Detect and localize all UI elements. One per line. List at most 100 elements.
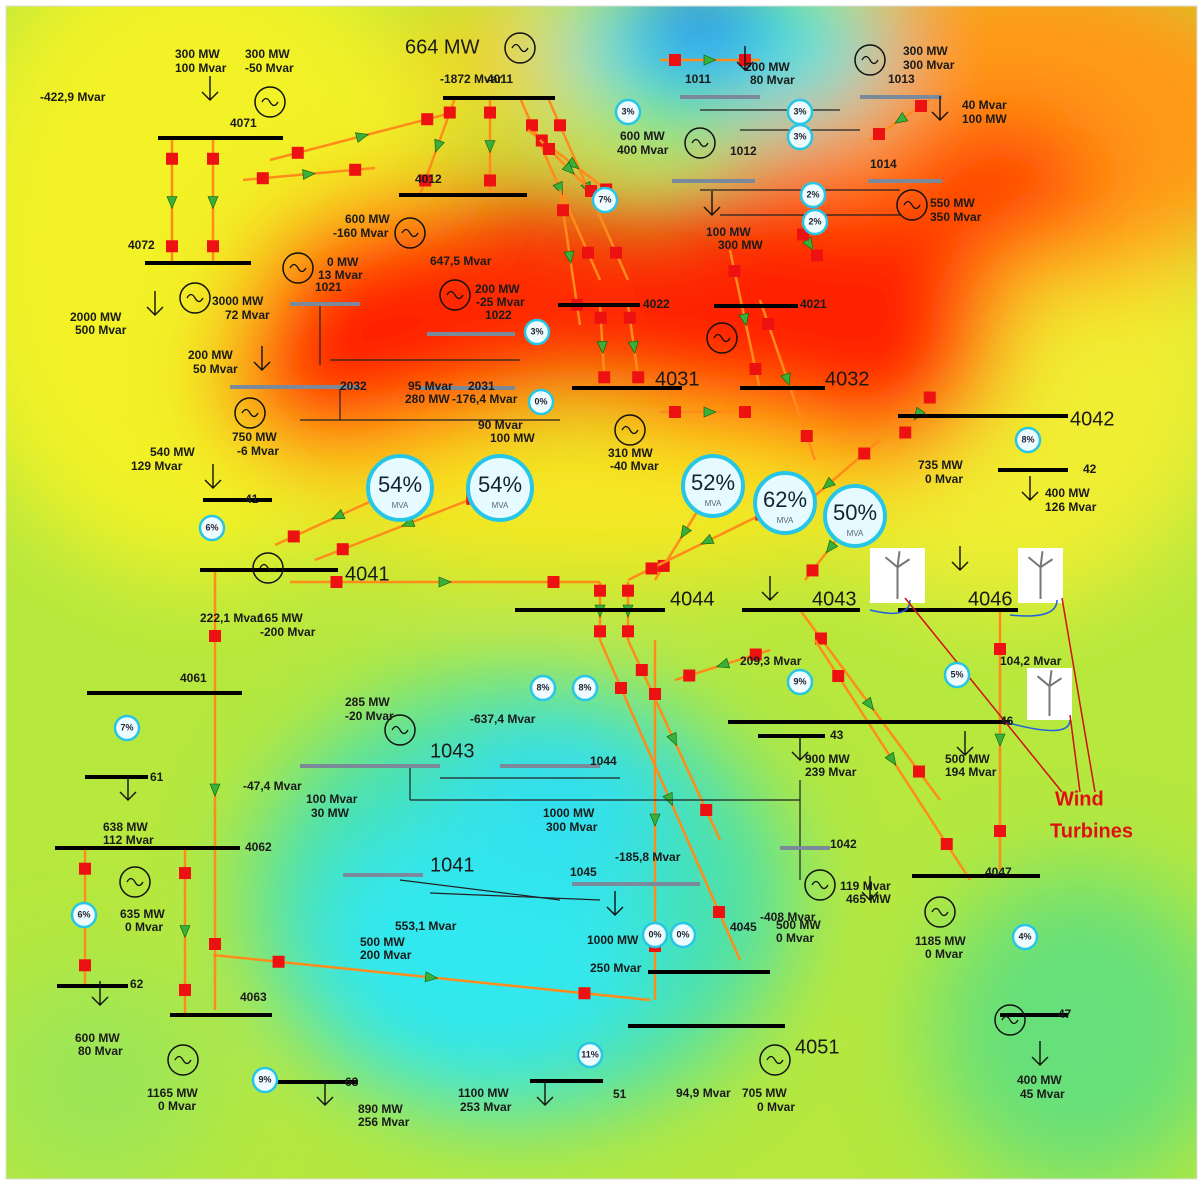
breaker — [179, 867, 191, 879]
breaker — [610, 247, 622, 259]
flow-label: 100 Mvar — [306, 792, 358, 806]
loading-value: 6% — [77, 909, 90, 919]
flow-label: 500 MW — [945, 752, 990, 766]
loading-value: 50% — [833, 500, 877, 525]
flow-label: -185,8 Mvar — [615, 850, 681, 864]
flow-label: 600 MW — [345, 212, 390, 226]
breaker — [669, 406, 681, 418]
loading-value: 5% — [950, 669, 963, 679]
flow-label: 600 MW — [620, 129, 665, 143]
flow-label: 30 MW — [311, 806, 350, 820]
breaker — [209, 938, 221, 950]
flow-label: 2000 MW — [70, 310, 122, 324]
bus-label: 4061 — [180, 671, 207, 685]
flow-label: -20 Mvar — [345, 709, 394, 723]
breaker — [166, 240, 178, 252]
flow-label: 300 MW — [718, 238, 763, 252]
loading-value: 7% — [120, 722, 133, 732]
flow-label: 209,3 Mvar — [740, 654, 802, 668]
loading-value: 62% — [763, 487, 807, 512]
flow-label: 300 Mvar — [903, 58, 955, 72]
loading-value: 0% — [676, 929, 689, 939]
flow-label: 222,1 Mvar — [200, 611, 262, 625]
breaker — [207, 240, 219, 252]
bus-label: 4021 — [800, 297, 827, 311]
breaker — [331, 576, 343, 588]
grid-diagram: 54%MVA54%MVA52%MVA62%MVA50%MVA3%3%3%3%2%… — [0, 0, 1203, 1185]
flow-label: 194 Mvar — [945, 765, 997, 779]
breaker — [801, 430, 813, 442]
flow-label: 540 MW — [150, 445, 195, 459]
breaker — [526, 119, 538, 131]
breaker — [79, 863, 91, 875]
breaker — [179, 984, 191, 996]
bus-label: 1042 — [830, 837, 857, 851]
bus-label: 4046 — [968, 588, 1013, 610]
flow-label: 94,9 Mvar — [676, 1086, 731, 1100]
flow-label: 126 Mvar — [1045, 500, 1097, 514]
loading-value: 4% — [1018, 931, 1031, 941]
bus-label: 1011 — [685, 72, 711, 86]
breaker — [739, 406, 751, 418]
bus-label: 4042 — [1070, 408, 1115, 430]
loading-value: 8% — [1021, 434, 1034, 444]
loading-value: 54% — [378, 472, 422, 497]
flow-label: 550 MW — [930, 196, 975, 210]
flow-label: -1872 Mvar — [440, 72, 502, 86]
flow-label: 735 MW — [918, 458, 963, 472]
breaker — [444, 107, 456, 119]
breaker — [683, 670, 695, 682]
loading-value: 9% — [258, 1074, 271, 1084]
bus-label: 4044 — [670, 588, 715, 610]
breaker — [669, 54, 681, 66]
breaker — [729, 265, 741, 277]
loading-value: 6% — [205, 522, 218, 532]
breaker — [484, 174, 496, 186]
flow-label: 1000 MW — [587, 933, 639, 947]
breaker — [273, 956, 285, 968]
flow-label: 600 MW — [75, 1031, 120, 1045]
bus-label: 2032 — [340, 379, 367, 393]
flow-label: 45 Mvar — [1020, 1087, 1065, 1101]
flow-label: 350 Mvar — [930, 210, 982, 224]
bus-label: 63 — [345, 1075, 359, 1089]
flow-label: 50 Mvar — [193, 362, 238, 376]
flow-label: 1000 MW — [543, 806, 595, 820]
bus-label: 4041 — [345, 563, 390, 585]
breaker — [913, 766, 925, 778]
flow-label: 200 MW — [188, 348, 233, 362]
flow-label: 129 Mvar — [131, 459, 183, 473]
breaker — [632, 371, 644, 383]
flow-label: 0 Mvar — [776, 931, 814, 945]
flow-label: 253 Mvar — [460, 1100, 512, 1114]
flow-label: 0 Mvar — [158, 1099, 196, 1113]
flow-label: 100 Mvar — [175, 61, 227, 75]
flow-label: 100 MW — [490, 431, 535, 445]
bus-label: 47 — [1058, 1007, 1072, 1021]
flow-label: 0 Mvar — [757, 1100, 795, 1114]
loading-value: 8% — [536, 682, 549, 692]
flow-label: 100 MW — [962, 112, 1007, 126]
breaker — [858, 448, 870, 460]
loading-unit: MVA — [492, 501, 509, 510]
flow-label: 13 Mvar — [318, 268, 363, 282]
flow-label: 100 MW — [706, 225, 751, 239]
breaker — [915, 100, 927, 112]
loading-value: 7% — [598, 194, 611, 204]
bus-label: 46 — [1000, 714, 1014, 728]
breaker — [292, 147, 304, 159]
flow-label: 635 MW — [120, 907, 165, 921]
flow-label: 647,5 Mvar — [430, 254, 492, 268]
breaker — [288, 530, 300, 542]
annotation: Turbines — [1050, 820, 1133, 842]
breaker — [79, 959, 91, 971]
loading-value: 3% — [621, 106, 634, 116]
breaker — [615, 682, 627, 694]
flow-label: 553,1 Mvar — [395, 919, 457, 933]
bus-label: 1021 — [315, 280, 342, 294]
flow-label: 300 MW — [903, 44, 948, 58]
bus-label: 2031 — [468, 379, 495, 393]
breaker — [349, 164, 361, 176]
flow-label: 165 MW — [258, 611, 303, 625]
breaker — [557, 204, 569, 216]
